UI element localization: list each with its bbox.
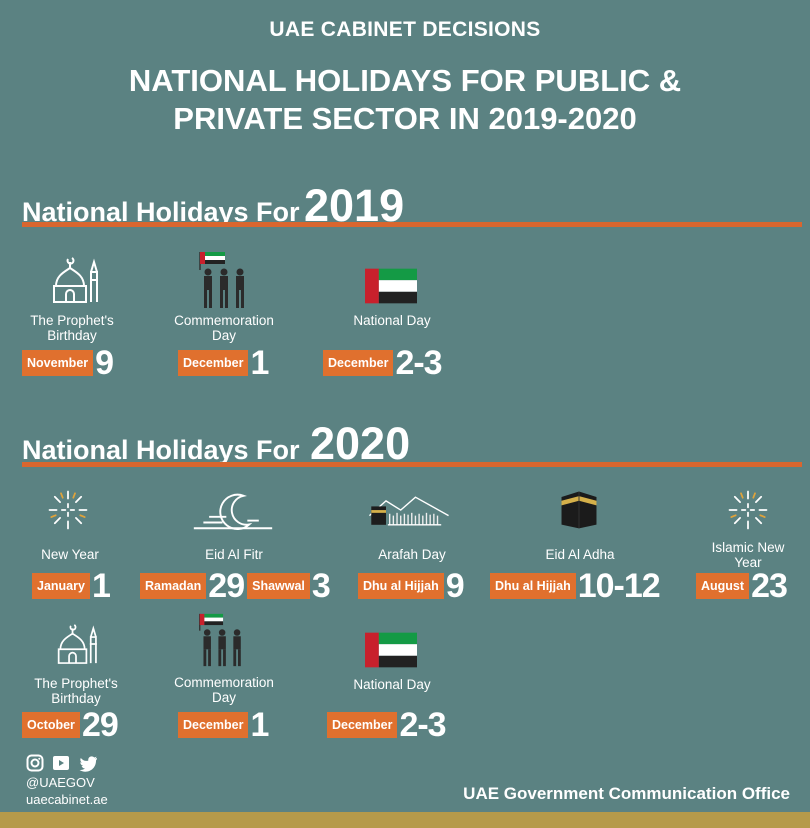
date-day: 10-12 [577, 567, 661, 605]
holiday-date-badge: November 9 [22, 344, 114, 382]
date-month: December [323, 350, 394, 376]
mosque-icon [44, 250, 104, 310]
section-label: National Holidays For [22, 435, 300, 465]
title-line-1: NATIONAL HOLIDAYS FOR PUBLIC & [128, 63, 682, 98]
holiday-name: Eid Al Adha [545, 547, 615, 562]
uae-flag-icon [365, 268, 417, 304]
holiday-date-badge: October 29 [22, 706, 119, 744]
footer-bar [0, 812, 810, 828]
holiday-name: National Day [353, 313, 431, 328]
holiday-name: Eid Al Fitr [205, 547, 263, 562]
holiday-name: Islamic New Year [711, 540, 785, 570]
fireworks-icon [46, 488, 90, 532]
fireworks-icon [726, 488, 770, 532]
holiday-date-badge: Ramadan 29 Shawwal 3 [140, 567, 331, 605]
holiday-date-badge: December 2-3 [323, 344, 443, 382]
holiday-name: New Year [41, 547, 99, 562]
section-year: 2020 [310, 418, 411, 469]
date-month: December [178, 350, 249, 376]
date-day: 1 [250, 706, 269, 744]
date-month: Dhu al Hijjah [358, 573, 444, 599]
youtube-icon[interactable] [52, 754, 70, 772]
date-day: 9 [445, 567, 465, 605]
holiday-date-badge: Dhu al Hijjah 9 [358, 567, 465, 605]
title-line-2: PRIVATE SECTOR IN 2019-2020 [173, 101, 637, 136]
crescent-icon [190, 488, 276, 536]
uae-flag-icon [365, 632, 417, 668]
instagram-icon[interactable] [26, 754, 44, 772]
date-month: December [178, 712, 249, 738]
social-icons [26, 754, 98, 772]
kicker-heading: UAE CABINET DECISIONS [269, 18, 541, 41]
holiday-name: The Prophet's Birthday [34, 676, 118, 706]
date-month: Ramadan [140, 573, 207, 599]
holiday-date-badge: December 1 [178, 706, 269, 744]
date-month: October [22, 712, 80, 738]
date-day: 2-3 [399, 706, 446, 744]
page-title: NATIONAL HOLIDAYS FOR PUBLIC & PRIVATE S… [0, 62, 810, 138]
section-divider [22, 222, 802, 227]
date-day: 1 [91, 567, 111, 605]
holiday-date-badge: Dhu al Hijjah 10-12 [490, 567, 661, 605]
holiday-date-badge: December 2-3 [327, 706, 447, 744]
office-name: UAE Government Communication Office [463, 784, 790, 803]
holiday-name: National Day [353, 677, 431, 692]
date-day: 29 [208, 567, 245, 605]
date-month-2: Shawwal [247, 573, 310, 599]
date-day: 2-3 [395, 344, 442, 382]
holiday-name: Arafah Day [378, 547, 446, 562]
soldiers-flag-icon [196, 250, 256, 310]
mosque-icon [50, 618, 102, 670]
holiday-date-badge: August 23 [696, 567, 788, 605]
section-divider [22, 462, 802, 467]
twitter-icon[interactable] [78, 754, 98, 772]
date-day: 9 [95, 344, 114, 382]
date-month: January [32, 573, 90, 599]
date-month: November [22, 350, 94, 376]
holiday-name: Commemoration Day [174, 675, 274, 705]
holiday-date-badge: December 1 [178, 344, 269, 382]
date-month: December [327, 712, 398, 738]
holiday-date-badge: January 1 [32, 567, 111, 605]
date-month: August [696, 573, 750, 599]
holiday-name: Commemoration Day [174, 313, 274, 343]
website-link[interactable]: uaecabinet.ae [26, 792, 108, 807]
holiday-name: The Prophet's Birthday [30, 313, 114, 343]
date-day: 23 [751, 567, 788, 605]
section-heading-2020: National Holidays For 2020 [22, 418, 410, 470]
date-day: 1 [250, 344, 269, 382]
arafah-icon [364, 488, 454, 534]
date-day: 29 [81, 706, 119, 744]
soldiers-flag-icon [196, 612, 252, 668]
date-day-2: 3 [311, 567, 331, 605]
kaaba-icon [556, 486, 602, 532]
date-month: Dhu al Hijjah [490, 573, 576, 599]
social-handle[interactable]: @UAEGOV [26, 775, 95, 790]
